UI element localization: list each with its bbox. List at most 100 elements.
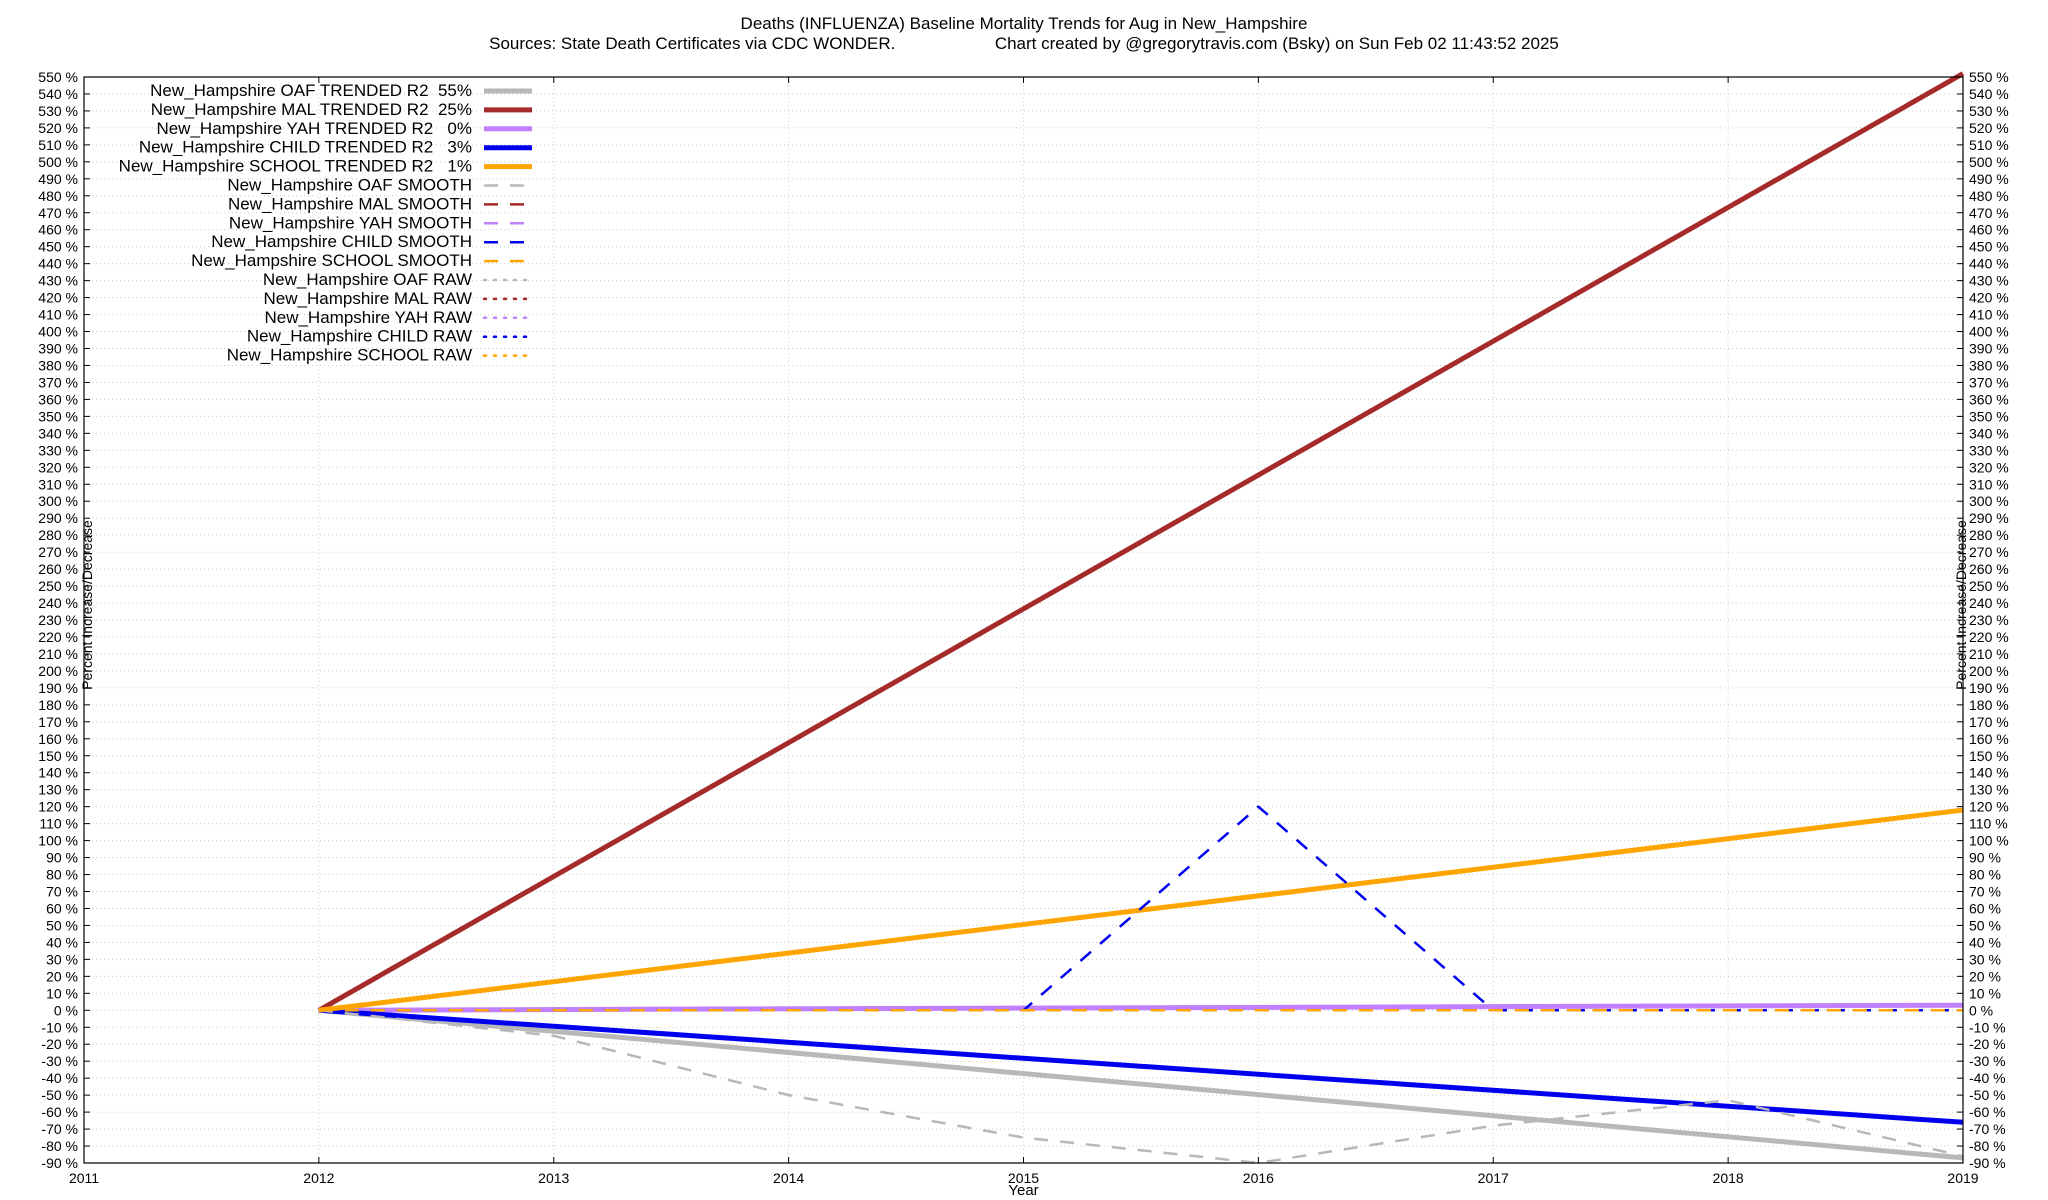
y-tick-label: -40 % xyxy=(1969,1070,2006,1086)
legend-label: New_Hampshire SCHOOL SMOOTH xyxy=(191,251,472,270)
y-tick-label: 350 % xyxy=(1969,408,2009,424)
y-tick-label: 380 % xyxy=(38,357,78,373)
y-tick-label: 540 % xyxy=(1969,86,2009,102)
y-tick-label: 330 % xyxy=(38,442,78,458)
y-tick-label: 380 % xyxy=(1969,357,2009,373)
legend-label: New_Hampshire OAF RAW xyxy=(263,270,472,289)
y-tick-label: -10 % xyxy=(1969,1019,2006,1035)
legend-label: New_Hampshire CHILD RAW xyxy=(247,327,472,346)
legend-label: New_Hampshire YAH RAW xyxy=(264,308,472,327)
y-tick-label: 20 % xyxy=(46,968,78,984)
y-tick-label: 90 % xyxy=(1969,850,2001,866)
y-tick-label: 420 % xyxy=(38,290,78,306)
y-tick-label: 50 % xyxy=(1969,917,2001,933)
y-tick-label: 270 % xyxy=(38,544,78,560)
y-tick-label: 200 % xyxy=(38,663,78,679)
y-tick-label: 30 % xyxy=(1969,951,2001,967)
y-tick-label: 450 % xyxy=(38,239,78,255)
y-tick-label: 250 % xyxy=(38,578,78,594)
y-tick-label: 470 % xyxy=(1969,205,2009,221)
x-tick-label: 2016 xyxy=(1243,1170,1274,1186)
y-tick-label: 320 % xyxy=(1969,459,2009,475)
plot-frame xyxy=(83,76,1964,1164)
y-tick-label: 450 % xyxy=(1969,239,2009,255)
legend-label: New_Hampshire MAL RAW xyxy=(264,289,472,308)
y-tick-label: -70 % xyxy=(41,1121,78,1137)
y-tick-label: 460 % xyxy=(38,222,78,238)
y-tick-label: 240 % xyxy=(1969,595,2009,611)
y-tick-label: 340 % xyxy=(1969,425,2009,441)
y-tick-label: 210 % xyxy=(1969,646,2009,662)
y-tick-label: 350 % xyxy=(38,408,78,424)
chart-subtitle: Sources: State Death Certificates via CD… xyxy=(0,34,2048,54)
y-tick-label: 400 % xyxy=(1969,324,2009,340)
y-tick-label: 260 % xyxy=(38,561,78,577)
y-tick-label: -20 % xyxy=(1969,1036,2006,1052)
y-tick-label: 90 % xyxy=(46,850,78,866)
y-tick-label: 230 % xyxy=(1969,612,2009,628)
x-tick-label: 2012 xyxy=(303,1170,334,1186)
y-tick-label: 100 % xyxy=(1969,833,2009,849)
x-tick-label: 2013 xyxy=(538,1170,569,1186)
y-tick-label: -50 % xyxy=(41,1087,78,1103)
y-tick-label: 140 % xyxy=(1969,765,2009,781)
y-tick-label: 480 % xyxy=(1969,188,2009,204)
y-tick-label: 390 % xyxy=(1969,341,2009,357)
y-tick-label: 250 % xyxy=(1969,578,2009,594)
y-tick-label: 430 % xyxy=(38,273,78,289)
y-tick-label: 60 % xyxy=(46,900,78,916)
legend-label: New_Hampshire SCHOOL RAW xyxy=(227,346,472,365)
y-tick-label: 180 % xyxy=(38,697,78,713)
y-tick-label: -40 % xyxy=(41,1070,78,1086)
y-tick-label: 520 % xyxy=(1969,120,2009,136)
y-axis-label-left: Percent Increase/Decrease xyxy=(78,520,95,690)
legend-label: New_Hampshire OAF TRENDED R2 55% xyxy=(150,81,472,100)
y-tick-label: 260 % xyxy=(1969,561,2009,577)
y-tick-label: 360 % xyxy=(1969,391,2009,407)
y-tick-label: 110 % xyxy=(1969,816,2008,832)
legend-label: New_Hampshire CHILD TRENDED R2 3% xyxy=(139,138,472,157)
y-tick-label: 290 % xyxy=(38,510,78,526)
legend-label: New_Hampshire YAH SMOOTH xyxy=(229,213,472,232)
x-tick-label: 2014 xyxy=(773,1170,804,1186)
chart-credit: Chart created by @gregorytravis.com (Bsk… xyxy=(994,34,1559,53)
y-tick-label: 220 % xyxy=(1969,629,2009,645)
y-tick-label: 370 % xyxy=(38,374,78,390)
y-tick-label: 420 % xyxy=(1969,290,2009,306)
x-tick-label: 2015 xyxy=(1008,1170,1039,1186)
y-tick-label: -30 % xyxy=(41,1053,78,1069)
y-tick-label: 120 % xyxy=(1969,799,2009,815)
y-tick-label: 0 % xyxy=(1969,1002,1993,1018)
y-tick-label: 130 % xyxy=(38,782,78,798)
y-tick-label: -50 % xyxy=(1969,1087,2006,1103)
y-tick-label: 210 % xyxy=(38,646,78,662)
x-tick-label: 2019 xyxy=(1947,1170,1978,1186)
series-line-new-hampshire-school-trended-r2-1 xyxy=(318,807,1964,1013)
y-tick-label: 410 % xyxy=(1969,307,2009,323)
legend-label: New_Hampshire MAL TRENDED R2 25% xyxy=(151,100,472,119)
series-line-new-hampshire-oaf-trended-r2-55 xyxy=(318,1007,1964,1161)
x-axis-label: Year xyxy=(1008,1182,1038,1199)
y-tick-label: -30 % xyxy=(1969,1053,2006,1069)
y-tick-label: 70 % xyxy=(46,884,78,900)
y-tick-label: 430 % xyxy=(1969,273,2009,289)
y-tick-label: 240 % xyxy=(38,595,78,611)
y-tick-label: -90 % xyxy=(1969,1155,2006,1171)
y-tick-label: 550 % xyxy=(38,69,78,85)
y-tick-label: 410 % xyxy=(38,307,78,323)
y-tick-label: -90 % xyxy=(41,1155,78,1171)
y-tick-label: 120 % xyxy=(38,799,78,815)
y-tick-label: 160 % xyxy=(1969,731,2009,747)
y-tick-label: 200 % xyxy=(1969,663,2009,679)
y-tick-label: 60 % xyxy=(1969,900,2001,916)
y-tick-label: 10 % xyxy=(46,985,78,1001)
y-tick-label: 520 % xyxy=(38,120,78,136)
y-tick-label: 470 % xyxy=(38,205,78,221)
y-tick-label: 370 % xyxy=(1969,374,2009,390)
y-tick-label: 510 % xyxy=(1969,137,2009,153)
y-axis-label-right: Percent Increase/Decrease xyxy=(1953,520,1970,690)
series-line-new-hampshire-child-smooth xyxy=(318,805,1963,1012)
legend-label: New_Hampshire YAH TRENDED R2 0% xyxy=(156,119,472,138)
y-tick-label: -80 % xyxy=(1969,1138,2006,1154)
